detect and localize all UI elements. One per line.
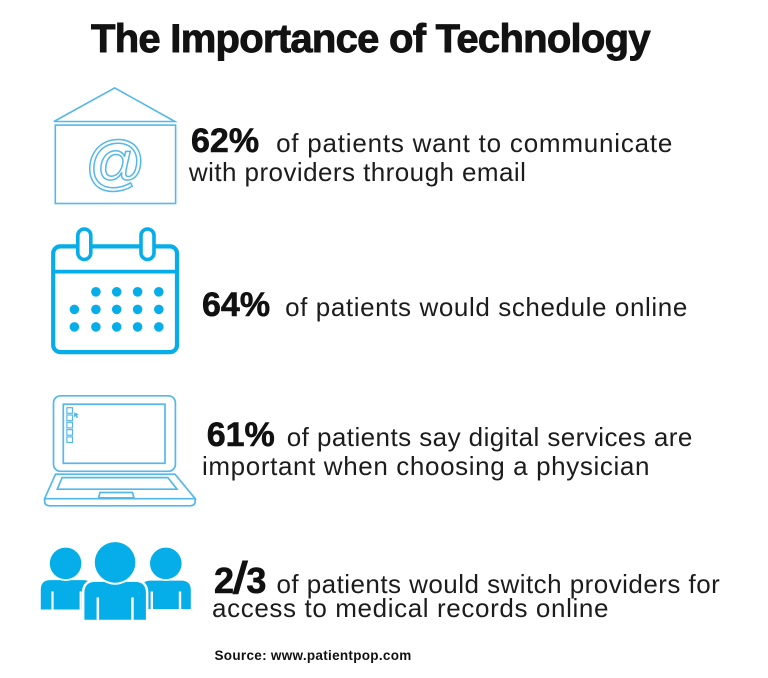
svg-text:@: @ — [85, 129, 146, 196]
